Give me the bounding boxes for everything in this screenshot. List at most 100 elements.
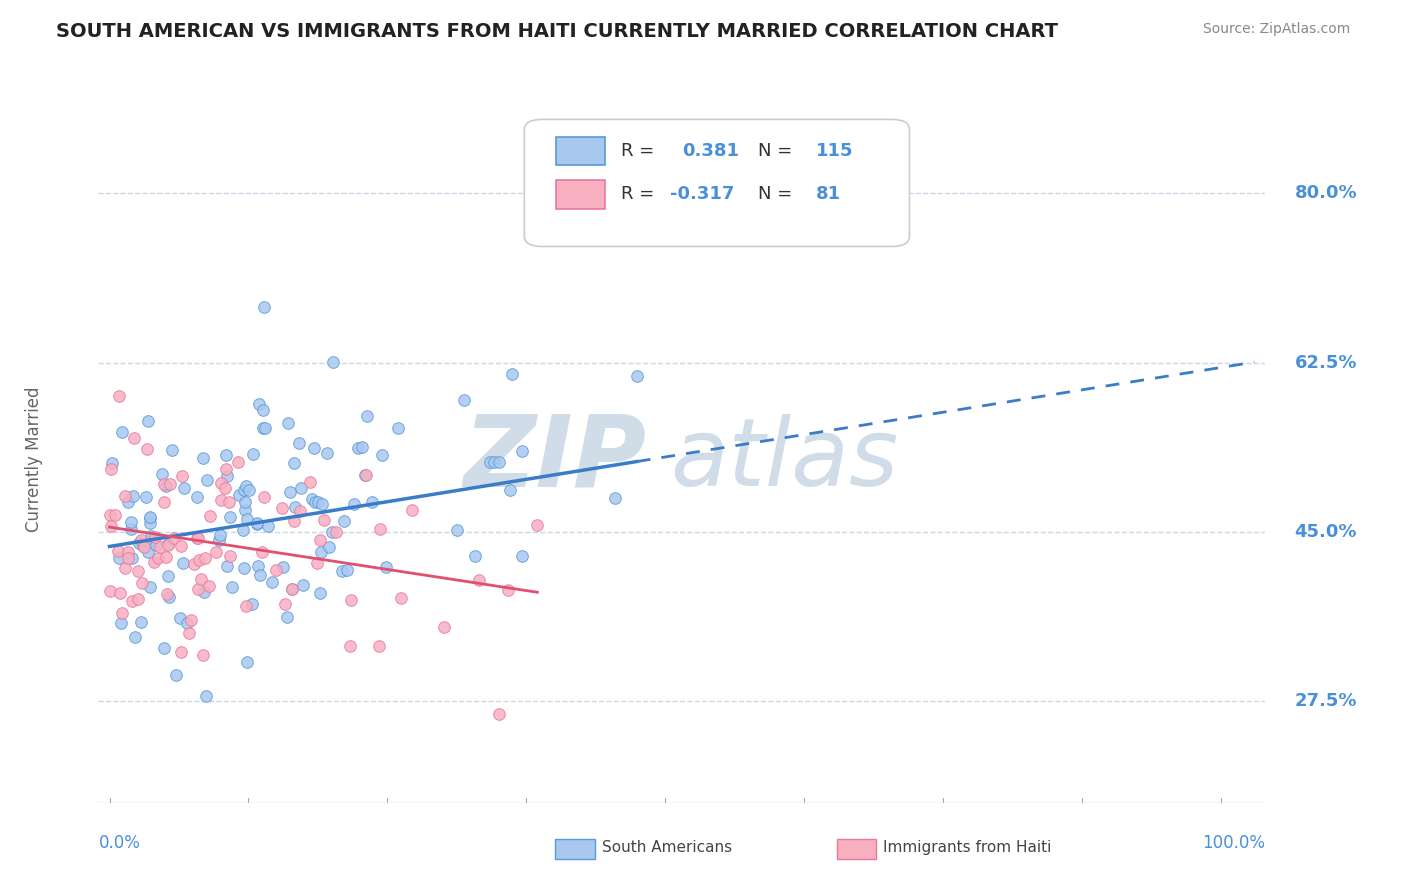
Text: 62.5%: 62.5% xyxy=(1295,353,1357,372)
Point xyxy=(501,367,523,381)
Point xyxy=(333,514,356,528)
Point xyxy=(232,483,254,498)
Point xyxy=(264,564,287,578)
Point xyxy=(170,468,193,483)
Point xyxy=(117,545,139,559)
Point xyxy=(221,580,243,594)
Point xyxy=(235,479,257,493)
Point xyxy=(233,561,256,575)
Point xyxy=(232,523,254,537)
Point xyxy=(157,537,180,551)
Point xyxy=(214,481,236,495)
Point xyxy=(179,626,201,640)
Point xyxy=(114,490,136,504)
Point xyxy=(121,594,143,608)
Point xyxy=(135,442,157,456)
Point xyxy=(172,556,194,570)
Point xyxy=(368,522,391,536)
Point xyxy=(281,582,304,596)
Point xyxy=(346,441,368,455)
Point xyxy=(233,502,256,516)
Point xyxy=(117,495,139,509)
Point xyxy=(170,539,193,553)
Point xyxy=(170,645,193,659)
Point xyxy=(215,462,238,476)
Point xyxy=(367,640,389,654)
Point xyxy=(288,504,311,518)
Point xyxy=(226,455,249,469)
Point xyxy=(252,403,274,417)
Point xyxy=(163,531,186,545)
Point xyxy=(148,550,170,565)
Point xyxy=(307,556,329,570)
Text: Immigrants from Haiti: Immigrants from Haiti xyxy=(883,840,1052,855)
Point xyxy=(139,509,162,524)
Point xyxy=(309,533,332,548)
Point xyxy=(132,539,155,553)
Point xyxy=(124,630,146,644)
Point xyxy=(283,456,305,470)
Point xyxy=(134,540,156,554)
Point xyxy=(307,494,329,508)
Point xyxy=(432,620,454,634)
Point xyxy=(277,416,299,430)
Point xyxy=(253,421,276,435)
Point xyxy=(111,606,134,620)
Point xyxy=(526,517,548,532)
Point xyxy=(336,563,359,577)
Point xyxy=(100,462,122,476)
Point xyxy=(131,575,153,590)
Point xyxy=(246,516,269,530)
Point xyxy=(150,467,173,481)
Point xyxy=(186,490,208,504)
Point xyxy=(209,476,232,491)
Text: atlas: atlas xyxy=(671,414,898,505)
Text: 45.0%: 45.0% xyxy=(1295,523,1357,541)
Point xyxy=(155,479,177,493)
Point xyxy=(101,456,124,470)
Point xyxy=(135,490,157,504)
Point xyxy=(262,574,284,589)
Point xyxy=(157,537,180,551)
Point xyxy=(488,706,510,721)
Bar xyxy=(555,180,605,209)
Point xyxy=(401,503,423,517)
Point xyxy=(215,448,238,462)
Point xyxy=(510,549,533,564)
Point xyxy=(302,441,325,455)
Point xyxy=(165,668,187,682)
Point xyxy=(117,550,139,565)
Text: 115: 115 xyxy=(815,142,853,160)
Point xyxy=(208,528,231,542)
Point xyxy=(240,597,263,611)
Point xyxy=(236,511,259,525)
Point xyxy=(340,592,363,607)
Point xyxy=(312,513,335,527)
Point xyxy=(482,455,505,469)
Point xyxy=(127,592,149,607)
Point xyxy=(209,493,232,508)
Point xyxy=(356,468,378,483)
Point xyxy=(389,591,412,606)
Text: South Americans: South Americans xyxy=(602,840,733,855)
Text: 100.0%: 100.0% xyxy=(1202,834,1265,852)
Point xyxy=(195,473,218,487)
Point xyxy=(195,690,218,704)
Point xyxy=(219,549,242,563)
Point xyxy=(122,489,145,503)
Point xyxy=(249,567,271,582)
Point xyxy=(253,300,276,314)
Point xyxy=(278,484,301,499)
Point xyxy=(270,501,292,516)
Point xyxy=(256,519,278,533)
Point xyxy=(288,435,311,450)
Point xyxy=(322,354,344,368)
Point xyxy=(453,392,475,407)
Text: 27.5%: 27.5% xyxy=(1295,692,1357,710)
Point xyxy=(191,450,214,465)
Text: 81: 81 xyxy=(815,186,841,203)
Point xyxy=(250,545,273,559)
Point xyxy=(309,585,332,599)
Point xyxy=(626,368,648,383)
Point xyxy=(479,455,502,469)
